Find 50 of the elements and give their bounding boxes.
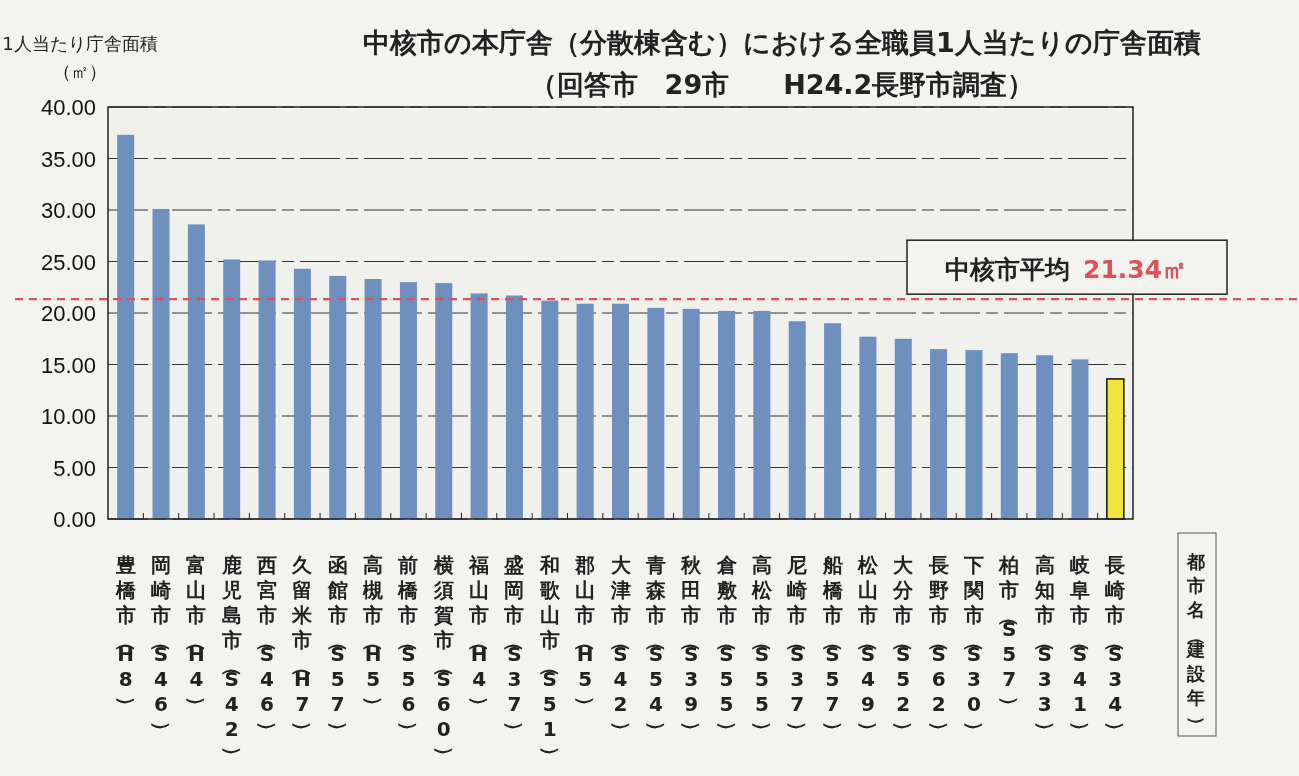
bar bbox=[223, 259, 241, 519]
bar bbox=[576, 303, 594, 519]
x-tick-label: 豊橋市（H8） bbox=[114, 552, 139, 716]
bar bbox=[965, 350, 983, 519]
bar bbox=[435, 283, 453, 519]
bar bbox=[541, 300, 559, 519]
y-axis-title: 1人当たり庁舎面積（㎡） bbox=[2, 33, 158, 82]
y-tick-label: 0.00 bbox=[53, 507, 96, 532]
bar bbox=[364, 279, 382, 519]
y-tick-label: 5.00 bbox=[53, 455, 96, 481]
bar bbox=[329, 275, 347, 519]
chart-title: 中核市の本庁舎（分散棟含む）における全職員1人当たりの庁舎面積 bbox=[363, 27, 1201, 58]
bar bbox=[258, 260, 276, 519]
ref-line-label: 中核市平均 bbox=[945, 255, 1070, 285]
bar bbox=[293, 268, 311, 519]
y-tick-label: 35.00 bbox=[40, 146, 96, 172]
bar bbox=[1071, 359, 1089, 519]
bar bbox=[505, 295, 523, 519]
bar bbox=[1000, 353, 1018, 519]
annotation: 21.34㎡ bbox=[1083, 255, 1188, 285]
bar bbox=[187, 224, 205, 519]
bar bbox=[788, 321, 806, 519]
bar bbox=[824, 323, 842, 519]
y-tick-label: 10.00 bbox=[40, 404, 96, 429]
bar bbox=[1106, 378, 1125, 520]
y-tick-label: 15.00 bbox=[40, 352, 96, 378]
bar bbox=[682, 308, 700, 519]
x-axis-title: 都市名（建設年） bbox=[1185, 551, 1208, 734]
chart-subtitle: （回答市 29市 H24.2長野市調査） bbox=[529, 69, 1035, 100]
bar bbox=[930, 349, 948, 519]
x-tick-label: 郡山市（H5） bbox=[574, 552, 599, 716]
y-tick-label: 25.00 bbox=[40, 249, 96, 275]
x-tick-label: 富山市（H4） bbox=[185, 552, 210, 716]
bar bbox=[1036, 355, 1054, 519]
x-tick-label: 高槻市（H5） bbox=[362, 552, 387, 716]
bar bbox=[718, 310, 736, 519]
y-tick-label: 30.00 bbox=[40, 198, 96, 223]
x-tick-label: 福山市（H4） bbox=[468, 552, 493, 716]
y-tick-label: 20.00 bbox=[40, 301, 96, 326]
bar bbox=[152, 208, 170, 519]
bar bbox=[117, 134, 135, 519]
bar bbox=[859, 336, 877, 519]
x-tick-label: 久留米市（H7） bbox=[291, 552, 316, 741]
bar bbox=[470, 293, 488, 519]
bar bbox=[753, 310, 771, 519]
bar bbox=[612, 303, 629, 519]
bar bbox=[894, 338, 912, 519]
bar bbox=[647, 307, 665, 519]
bar bbox=[399, 282, 417, 519]
y-tick-label: 40.00 bbox=[40, 95, 96, 120]
